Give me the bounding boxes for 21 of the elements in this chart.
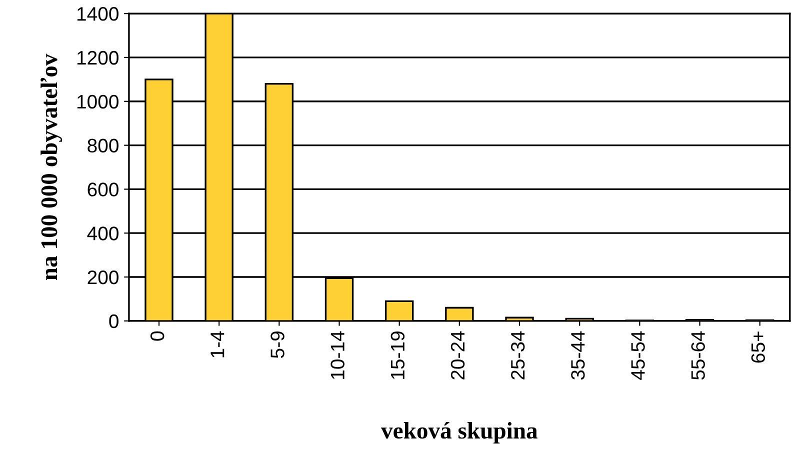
- y-tick-label: 0: [109, 314, 118, 328]
- y-axis-title: na 100 000 obyvateľov: [40, 54, 62, 280]
- x-tick-label: 25-34: [510, 331, 525, 380]
- x-tick-label: 1-4: [210, 331, 224, 358]
- x-tick-label: 5-9: [270, 332, 284, 358]
- x-tick-label: 15-19: [390, 332, 405, 379]
- x-tick-label: 35-44: [571, 331, 585, 380]
- y-tick-label: 1400: [77, 7, 118, 21]
- x-tick-label: 55-64: [691, 331, 705, 380]
- y-tick-label: 800: [88, 138, 118, 153]
- x-tick-label: 65+: [751, 332, 766, 363]
- x-tick-label: 10-14: [330, 331, 344, 379]
- y-tick-label: 600: [88, 182, 118, 196]
- y-tick-label: 1000: [77, 94, 118, 109]
- x-axis-title: veková skupina: [381, 422, 538, 444]
- x-tick-label: 45-54: [631, 331, 645, 380]
- y-tick-label: 400: [87, 226, 118, 240]
- x-tick-label: 20-24: [450, 331, 465, 380]
- y-tick-label: 1200: [77, 50, 118, 65]
- y-tick-label: 200: [88, 270, 118, 284]
- x-tick-label: 0: [150, 331, 164, 341]
